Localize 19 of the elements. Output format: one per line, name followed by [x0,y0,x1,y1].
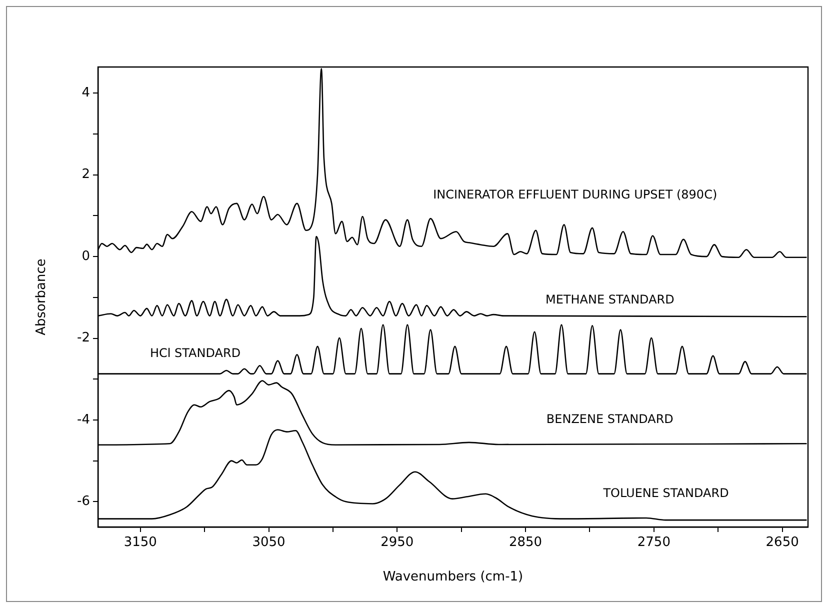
y-tick-label: 2 [82,167,90,182]
x-tick-label: 2850 [508,535,542,550]
series-label: INCINERATOR EFFLUENT DURING UPSET (890C) [433,188,718,202]
series-label: HCl STANDARD [150,346,241,360]
series-label: BENZENE STANDARD [546,412,674,426]
x-tick-label: 3050 [252,535,286,550]
y-tick-label: -4 [77,412,90,428]
x-tick-label: 2750 [637,535,670,550]
y-tick-label: 0 [82,248,90,264]
series-label: TOLUENE STANDARD [602,486,729,500]
y-tick-label: -6 [77,494,90,510]
x-tick-label: 2650 [766,535,799,550]
y-tick-label: 4 [82,86,90,101]
x-tick-label: 2950 [380,535,414,550]
y-axis-title: Absorbance [34,258,50,336]
x-tick-label: 3150 [124,535,157,550]
series-label: METHANE STANDARD [545,292,674,307]
x-axis-title: Wavenumbers (cm-1) [382,570,524,585]
y-tick-label: -2 [77,330,90,346]
